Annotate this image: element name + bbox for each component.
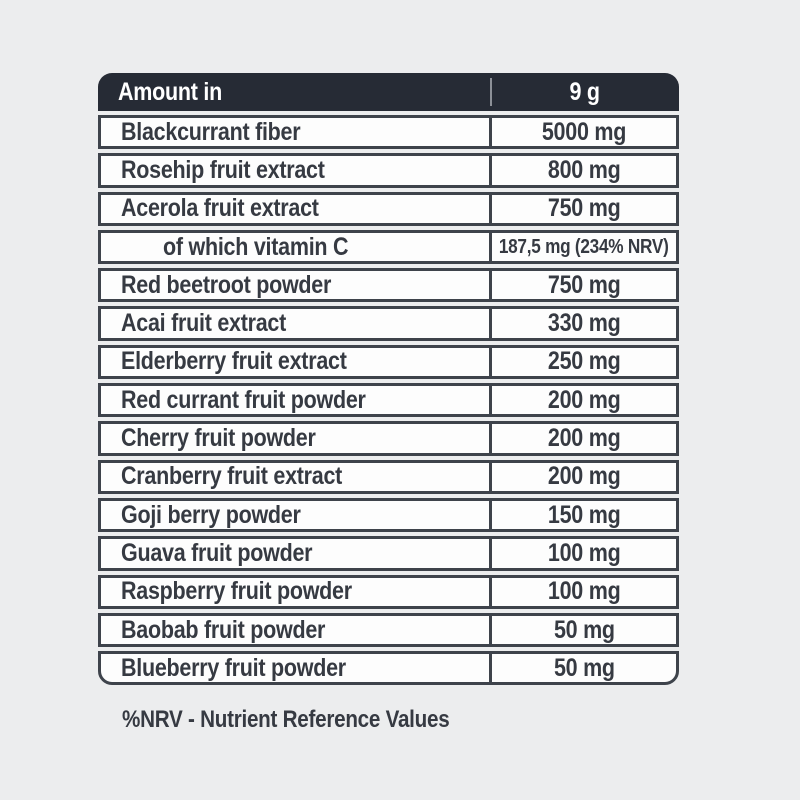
- ingredient-amount: 200 mg: [547, 386, 621, 414]
- ingredient-name: Blackcurrant fiber: [121, 118, 301, 146]
- ingredient-name: Cranberry fruit extract: [121, 462, 343, 491]
- table-row: Goji berry powder 150 mg: [98, 497, 679, 533]
- ingredient-amount: 50 mg: [553, 654, 615, 682]
- table-row: of which vitamin C 187,5 mg (234% NRV): [98, 229, 679, 265]
- ingredient-amount: 5000 mg: [541, 118, 627, 146]
- table-header-row: Amount in 9 g: [98, 73, 679, 111]
- ingredient-name-cell: Blackcurrant fiber: [101, 118, 489, 146]
- nutrition-table: Amount in 9 g Blackcurrant fiber 5000 mg…: [98, 73, 679, 734]
- ingredient-amount: 100 mg: [547, 577, 621, 606]
- table-row: Red beetroot powder 750 mg: [98, 268, 679, 303]
- ingredient-name: Acai fruit extract: [121, 309, 287, 338]
- header-cell-serving-size: 9 g: [490, 73, 679, 111]
- table-row: Cherry fruit powder 200 mg: [98, 421, 679, 456]
- ingredient-amount-cell: 100 mg: [489, 539, 676, 568]
- table-row: Rosehip fruit extract 800 mg: [98, 153, 679, 188]
- table-row: Raspberry fruit powder 100 mg: [98, 574, 679, 609]
- ingredient-name-cell: Raspberry fruit powder: [101, 578, 489, 606]
- ingredient-amount-cell: 150 mg: [489, 500, 676, 530]
- ingredient-name-cell: Baobab fruit powder: [101, 616, 489, 644]
- ingredient-name-cell: Cherry fruit powder: [101, 424, 489, 452]
- footnote: %NRV - Nutrient Reference Values: [98, 706, 679, 734]
- ingredient-name-cell: Rosehip fruit extract: [101, 156, 489, 184]
- ingredient-amount: 750 mg: [547, 194, 621, 223]
- ingredient-name-cell: Acerola fruit extract: [101, 195, 489, 223]
- table-row: Acai fruit extract 330 mg: [98, 306, 679, 341]
- ingredient-amount: 250 mg: [547, 347, 621, 376]
- ingredient-amount-cell: 50 mg: [489, 615, 676, 645]
- table-row: Acerola fruit extract 750 mg: [98, 191, 679, 226]
- header-column-divider: [490, 78, 493, 106]
- ingredient-name: Cherry fruit powder: [121, 424, 316, 453]
- ingredient-amount-cell: 5000 mg: [489, 118, 676, 147]
- ingredient-name: Acerola fruit extract: [121, 194, 319, 223]
- ingredient-name: Elderberry fruit extract: [121, 347, 347, 376]
- ingredient-name: Rosehip fruit extract: [121, 156, 325, 184]
- ingredient-amount: 200 mg: [547, 462, 621, 491]
- table-row: Blueberry fruit powder 50 mg: [98, 651, 679, 686]
- ingredient-name: Red currant fruit powder: [121, 386, 366, 414]
- ingredient-amount-cell: 250 mg: [489, 347, 676, 377]
- ingredient-amount: 200 mg: [547, 424, 621, 453]
- ingredient-name-cell: Red beetroot powder: [101, 271, 489, 299]
- ingredient-amount-cell: 187,5 mg (234% NRV): [489, 232, 676, 262]
- ingredient-amount: 187,5 mg (234% NRV): [499, 235, 669, 258]
- header-serving-size-label: 9 g: [569, 77, 600, 106]
- ingredient-amount-cell: 200 mg: [489, 386, 676, 415]
- table-row: Baobab fruit powder 50 mg: [98, 612, 679, 648]
- ingredient-amount-cell: 100 mg: [489, 577, 676, 606]
- ingredient-name: Baobab fruit powder: [121, 615, 326, 644]
- ingredient-name: Goji berry powder: [121, 500, 301, 529]
- table-body: Blackcurrant fiber 5000 mg Rosehip fruit…: [98, 115, 679, 686]
- ingredient-amount: 330 mg: [547, 309, 621, 338]
- ingredient-amount: 750 mg: [547, 271, 621, 299]
- footnote-text: %NRV - Nutrient Reference Values: [122, 706, 450, 734]
- ingredient-name: Red beetroot powder: [121, 271, 332, 299]
- ingredient-name: Guava fruit powder: [121, 539, 313, 567]
- ingredient-amount-cell: 200 mg: [489, 462, 676, 491]
- header-cell-amount-in: Amount in: [98, 73, 490, 111]
- ingredient-name: of which vitamin C: [163, 232, 349, 261]
- ingredient-amount-cell: 750 mg: [489, 271, 676, 300]
- ingredient-name-cell: Elderberry fruit extract: [101, 348, 489, 376]
- ingredient-name-cell: Goji berry powder: [101, 501, 489, 529]
- ingredient-amount-cell: 800 mg: [489, 156, 676, 185]
- ingredient-amount: 50 mg: [553, 615, 615, 644]
- table-row: Elderberry fruit extract 250 mg: [98, 344, 679, 380]
- ingredient-name-cell: Cranberry fruit extract: [101, 463, 489, 491]
- table-row: Red currant fruit powder 200 mg: [98, 383, 679, 418]
- ingredient-name-cell: Acai fruit extract: [101, 309, 489, 337]
- table-row: Blackcurrant fiber 5000 mg: [98, 115, 679, 150]
- ingredient-name-cell: Red currant fruit powder: [101, 386, 489, 414]
- header-amount-in-label: Amount in: [118, 77, 222, 106]
- ingredient-amount: 100 mg: [547, 539, 621, 567]
- ingredient-name-cell: Guava fruit powder: [101, 539, 489, 567]
- ingredient-amount-cell: 330 mg: [489, 309, 676, 338]
- ingredient-amount-cell: 200 mg: [489, 424, 676, 453]
- ingredient-amount: 800 mg: [547, 156, 621, 184]
- ingredient-name: Blueberry fruit powder: [121, 654, 346, 682]
- table-row: Cranberry fruit extract 200 mg: [98, 459, 679, 494]
- ingredient-amount-cell: 750 mg: [489, 194, 676, 223]
- ingredient-name-cell: of which vitamin C: [101, 233, 489, 261]
- ingredient-name: Raspberry fruit powder: [121, 577, 352, 606]
- table-row: Guava fruit powder 100 mg: [98, 536, 679, 571]
- ingredient-name-cell: Blueberry fruit powder: [101, 654, 489, 682]
- ingredient-amount: 150 mg: [547, 500, 621, 529]
- ingredient-amount-cell: 50 mg: [489, 654, 676, 683]
